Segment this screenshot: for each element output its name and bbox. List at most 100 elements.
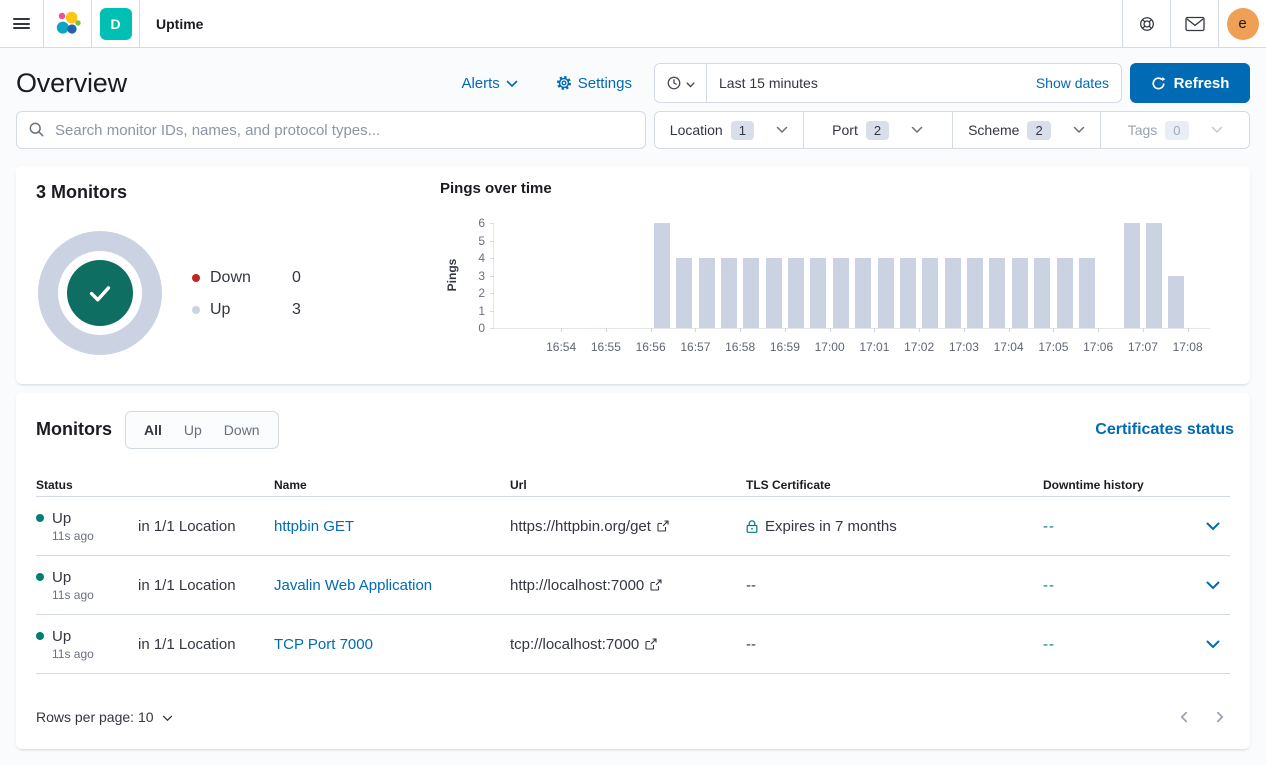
y-tick-label: 0 — [478, 321, 485, 335]
legend-value: 3 — [292, 301, 301, 318]
tls-expiry-text: Expires in 7 months — [765, 517, 897, 535]
x-tick-mark — [561, 328, 563, 332]
ping-bar — [877, 258, 894, 328]
rows-per-page-button[interactable]: Rows per page: 10 — [36, 709, 173, 725]
x-tick-mark — [1142, 328, 1144, 332]
ping-bar — [832, 258, 849, 328]
next-page-button[interactable] — [1212, 707, 1228, 727]
x-tick-mark — [919, 328, 921, 332]
filter-count-badge: 2 — [865, 120, 890, 140]
show-dates-button[interactable]: Show dates — [1036, 75, 1121, 91]
user-menu-button[interactable]: e — [1218, 0, 1266, 47]
x-tick-label: 17:01 — [859, 340, 890, 354]
x-tick-label: 17:05 — [1038, 340, 1069, 354]
legend-value: 0 — [292, 269, 301, 286]
legend-label: Up — [210, 301, 231, 318]
status-text: Up — [52, 509, 72, 527]
expand-row-button[interactable] — [1202, 518, 1224, 535]
gear-icon — [556, 75, 572, 91]
filter-count-badge: 0 — [1165, 120, 1189, 140]
pagination — [1176, 707, 1230, 727]
expand-row-button[interactable] — [1202, 636, 1224, 653]
search-icon — [28, 121, 45, 138]
table-row: Up 11s ago in 1/1 Location Javalin Web A… — [36, 556, 1230, 615]
date-picker: Last 15 minutes Show dates — [654, 63, 1122, 103]
col-status: Status — [36, 477, 73, 492]
monitor-name-link[interactable]: Javalin Web Application — [274, 577, 510, 594]
external-link-icon[interactable] — [645, 638, 657, 650]
hamburger-icon — [13, 16, 30, 32]
menu-button[interactable] — [0, 0, 44, 47]
ping-bar — [676, 258, 693, 328]
pings-y-axis-label: Pings — [445, 258, 459, 292]
ping-bar — [653, 223, 670, 328]
elastic-home-button[interactable] — [44, 0, 92, 47]
monitor-url: http://localhost:7000 — [510, 576, 645, 594]
deployment-menu-button[interactable]: D — [92, 0, 140, 47]
ping-bar — [1056, 258, 1073, 328]
tab-up[interactable]: Up — [174, 416, 212, 444]
certificates-status-link[interactable]: Certificates status — [1095, 421, 1234, 438]
newsfeed-button[interactable] — [1170, 0, 1218, 47]
prev-page-button[interactable] — [1176, 707, 1192, 727]
uptime-overview-page: Overview Alerts Settings — [0, 63, 1266, 749]
ping-bar — [967, 258, 984, 328]
ping-bar — [698, 258, 715, 328]
tab-down[interactable]: Down — [214, 416, 270, 444]
up-status-dot — [36, 573, 44, 581]
breadcrumb: Uptime — [156, 15, 204, 32]
quick-select-button[interactable] — [655, 64, 707, 102]
y-tick-label: 5 — [478, 233, 485, 248]
help-button[interactable] — [1122, 0, 1170, 47]
refresh-button[interactable]: Refresh — [1130, 63, 1250, 103]
settings-button[interactable]: Settings — [556, 75, 632, 92]
filter-location[interactable]: Location 1 — [655, 112, 804, 148]
ping-bar — [1123, 223, 1140, 328]
monitor-name-link[interactable]: httpbin GET — [274, 518, 510, 535]
ping-bar — [899, 258, 916, 328]
expand-row-button[interactable] — [1202, 577, 1224, 594]
filter-tags[interactable]: Tags 0 — [1101, 112, 1249, 148]
y-tick-label: 2 — [478, 286, 485, 301]
filter-group: Location 1 Port 2 Scheme 2 Tags 0 — [654, 111, 1250, 149]
external-link-icon[interactable] — [657, 520, 669, 532]
filter-scheme[interactable]: Scheme 2 — [952, 112, 1102, 148]
filter-count-badge: 1 — [730, 120, 754, 140]
search-input[interactable] — [16, 111, 646, 149]
tab-all[interactable]: All — [134, 416, 172, 444]
time-range-value[interactable]: Last 15 minutes — [719, 75, 818, 91]
chevron-down-icon — [506, 75, 518, 92]
downtime-history: -- — [1043, 576, 1055, 594]
x-tick-mark — [695, 328, 697, 332]
monitor-name-link[interactable]: TCP Port 7000 — [274, 636, 510, 653]
ping-bar — [1078, 258, 1095, 328]
monitors-title: Monitors — [36, 419, 112, 439]
alerts-menu-button[interactable]: Alerts — [461, 75, 518, 92]
monitors-panel: Monitors All Up Down Certificates status… — [16, 393, 1250, 749]
x-tick-mark — [829, 328, 831, 332]
x-tick-mark — [784, 328, 786, 332]
status-legend: Down 0 Up 3 — [192, 262, 301, 326]
last-check-time: 11s ago — [52, 587, 94, 602]
x-tick-mark — [1008, 328, 1010, 332]
filter-port[interactable]: Port 2 — [803, 112, 953, 148]
last-check-time: 11s ago — [52, 646, 94, 661]
ping-bar — [1034, 258, 1051, 328]
location-text: in 1/1 Location — [138, 517, 236, 535]
ping-bar — [1146, 223, 1163, 328]
search-box — [16, 111, 646, 149]
x-tick-mark — [874, 328, 876, 332]
chevron-down-icon — [911, 126, 923, 134]
y-tick-mark — [490, 328, 494, 329]
up-status-dot — [36, 632, 44, 640]
x-tick-label: 16:54 — [546, 340, 577, 354]
x-tick-label: 16:57 — [680, 340, 711, 354]
monitors-table: Status Name Url TLS Certificate Downtime… — [36, 473, 1230, 674]
monitor-url: tcp://localhost:7000 — [510, 635, 640, 653]
header-spacer — [203, 0, 1122, 47]
external-link-icon[interactable] — [650, 579, 662, 591]
y-tick-mark — [490, 240, 494, 242]
up-dot-icon — [192, 306, 200, 314]
x-tick-mark — [650, 328, 652, 332]
table-row: Up 11s ago in 1/1 Location httpbin GET h… — [36, 497, 1230, 556]
